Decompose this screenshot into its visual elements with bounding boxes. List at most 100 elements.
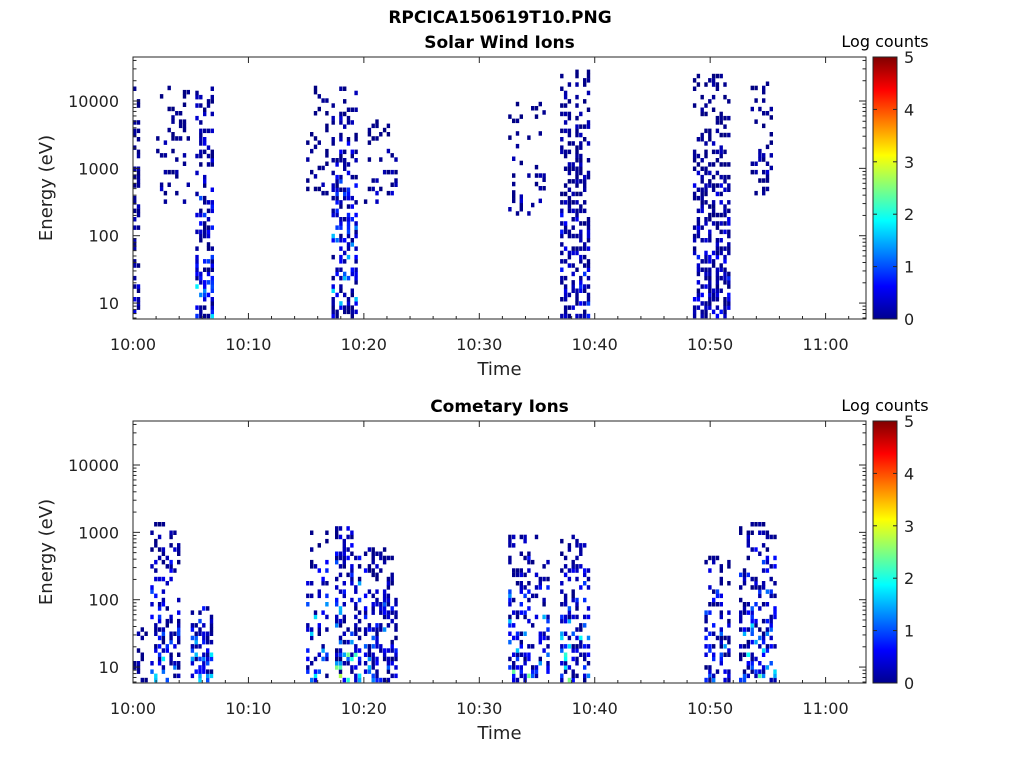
heatmap-cell xyxy=(515,568,520,573)
heatmap-cell xyxy=(575,153,579,159)
heatmap-cell xyxy=(571,597,575,603)
heatmap-cell xyxy=(727,623,731,628)
heatmap-cell xyxy=(335,313,339,319)
heatmap-cell xyxy=(161,639,166,645)
heatmap-cell xyxy=(159,182,164,187)
heatmap-cell xyxy=(563,661,568,666)
heatmap-cell xyxy=(750,169,754,175)
heatmap-cell xyxy=(708,267,712,272)
heatmap-cell xyxy=(331,187,335,192)
heatmap-cell xyxy=(534,106,539,111)
heatmap-cell xyxy=(386,669,391,674)
heatmap-cell xyxy=(379,186,383,192)
heatmap-cell xyxy=(508,593,512,599)
heatmap-cell xyxy=(198,665,202,670)
heatmap-cell xyxy=(202,639,206,645)
heatmap-cell xyxy=(169,543,173,548)
heatmap-cell xyxy=(696,208,701,214)
heatmap-cell xyxy=(708,644,712,649)
heatmap-cell xyxy=(765,618,770,624)
heatmap-cell xyxy=(335,158,339,163)
heatmap-cell xyxy=(542,564,546,569)
heatmap-cell xyxy=(579,652,583,657)
heatmap-cell xyxy=(704,301,708,306)
heatmap-cell xyxy=(515,211,520,216)
heatmap-cell xyxy=(331,305,335,310)
heatmap-cell xyxy=(719,635,723,641)
heatmap-cell xyxy=(723,309,727,315)
heatmap-cell xyxy=(140,635,144,641)
heatmap-cell xyxy=(692,153,697,159)
heatmap-cell xyxy=(542,614,546,620)
heatmap-cell xyxy=(575,267,579,272)
heatmap-cell xyxy=(708,602,712,607)
heatmap-cell xyxy=(198,618,202,624)
heatmap-cells xyxy=(133,69,773,319)
heatmap-cell xyxy=(325,614,329,620)
heatmap-cell xyxy=(157,661,162,666)
heatmap-cell xyxy=(512,194,516,199)
heatmap-cell xyxy=(773,593,777,599)
heatmap-cell xyxy=(719,250,723,256)
heatmap-cell xyxy=(723,297,727,302)
heatmap-cell xyxy=(700,195,704,201)
heatmap-cell xyxy=(723,132,727,138)
heatmap-cell xyxy=(519,534,523,540)
heatmap-cell xyxy=(560,137,564,142)
heatmap-cell xyxy=(190,627,195,632)
heatmap-cell xyxy=(692,78,697,83)
heatmap-cell xyxy=(762,89,766,95)
heatmap-cell xyxy=(379,157,383,162)
heatmap-cell xyxy=(310,677,314,683)
heatmap-cell xyxy=(195,103,199,108)
heatmap-cell xyxy=(394,648,398,653)
heatmap-cell xyxy=(715,297,720,302)
heatmap-cell xyxy=(306,627,310,632)
heatmap-cell xyxy=(579,551,583,556)
heatmap-cell xyxy=(331,115,335,121)
heatmap-cell xyxy=(515,118,520,124)
heatmap-cell xyxy=(523,555,527,561)
heatmap-cell xyxy=(331,212,335,218)
heatmap-cell xyxy=(739,644,743,649)
heatmap-cell xyxy=(343,309,347,315)
heatmap-cell xyxy=(357,635,362,641)
heatmap-cell xyxy=(708,585,712,590)
heatmap-cell xyxy=(167,182,171,187)
heatmap-cell xyxy=(586,225,591,230)
heatmap-cell xyxy=(150,614,154,620)
heatmap-cell xyxy=(523,610,527,615)
heatmap-cell xyxy=(357,564,362,569)
heatmap-cell xyxy=(727,284,731,289)
heatmap-cell xyxy=(210,267,214,272)
heatmap-cell xyxy=(350,238,354,243)
y-tick-label: 100 xyxy=(88,591,119,610)
heatmap-cell xyxy=(727,183,731,188)
heatmap-cell xyxy=(325,538,329,544)
heatmap-cell xyxy=(325,127,329,133)
heatmap-cell xyxy=(575,597,579,603)
heatmap-cell xyxy=(209,652,214,657)
heatmap-cell xyxy=(542,576,546,582)
heatmap-cell xyxy=(339,179,343,184)
heatmap-cell xyxy=(163,153,168,158)
heatmap-cell xyxy=(379,648,383,653)
heatmap-cell xyxy=(169,559,173,565)
heatmap-cell xyxy=(715,225,720,230)
heatmap-cell xyxy=(371,635,375,641)
heatmap-cell xyxy=(346,120,351,125)
heatmap-cell xyxy=(769,627,773,632)
heatmap-cell xyxy=(177,627,181,632)
heatmap-cell xyxy=(203,111,207,117)
heatmap-cell xyxy=(335,534,339,540)
heatmap-cell xyxy=(754,190,758,196)
heatmap-cell xyxy=(173,665,177,670)
heatmap-cell xyxy=(704,267,708,272)
heatmap-cell xyxy=(571,162,575,167)
heatmap-cell xyxy=(371,602,375,607)
heatmap-cell xyxy=(739,677,743,683)
heatmap-cell xyxy=(567,606,572,611)
heatmap-cell xyxy=(750,585,754,590)
heatmap-cell xyxy=(339,174,343,180)
heatmap-cell xyxy=(765,169,770,175)
